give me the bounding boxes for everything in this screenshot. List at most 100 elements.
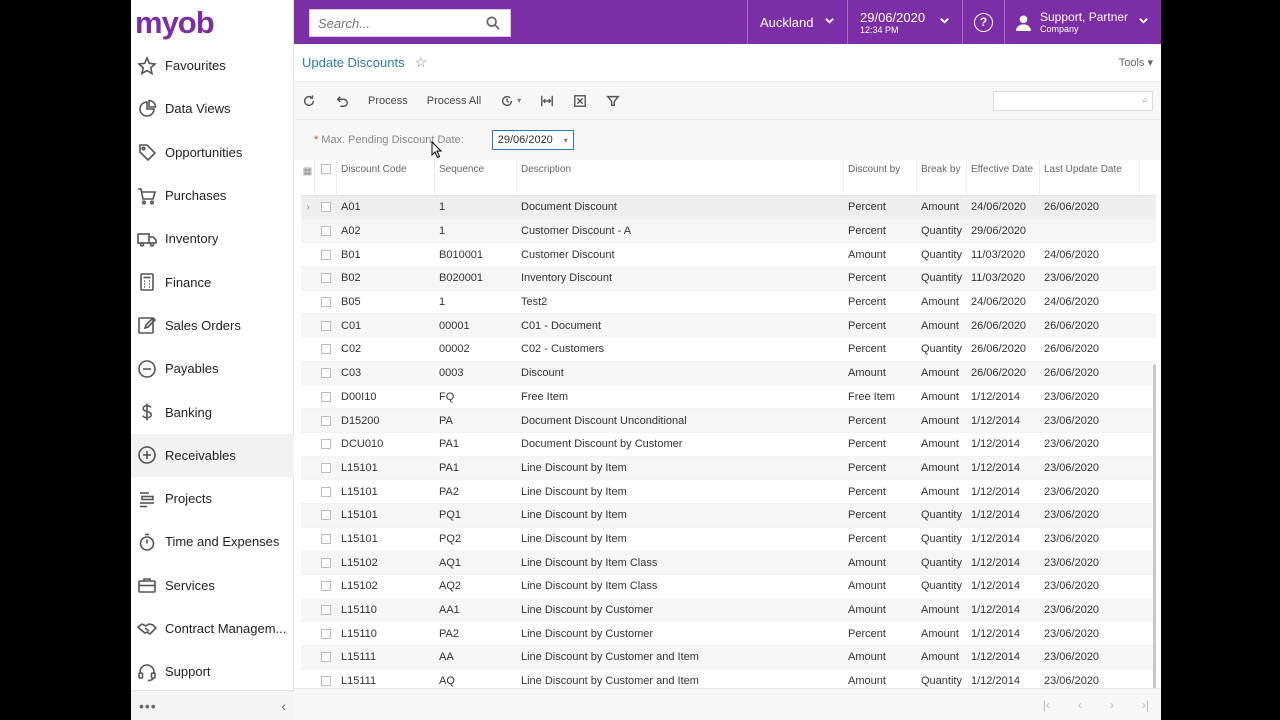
refresh-button[interactable] [302, 94, 316, 108]
schedule-button[interactable]: ▾ [500, 94, 521, 108]
column-header-effective-date[interactable]: Effective Date [967, 160, 1040, 195]
row-checkbox[interactable] [315, 297, 337, 308]
grid-search-input[interactable]: ⌕ [993, 90, 1153, 111]
collapse-sidebar-icon[interactable]: ‹ [281, 697, 286, 714]
table-row[interactable]: D15200 PA Document Discount Unconditional P… [301, 409, 1156, 433]
row-checkbox[interactable] [315, 652, 337, 663]
sidebar-item-support[interactable]: Support [131, 650, 294, 693]
sidebar-item-finance[interactable]: Finance [131, 260, 294, 303]
table-row[interactable]: L15111 AA Line Discount by Customer and It… [301, 646, 1156, 670]
cell-description: Line Discount by Customer and Item [521, 675, 699, 688]
max-pending-date-field[interactable]: 29/06/2020 ▾ [491, 130, 574, 150]
sidebar-item-purchases[interactable]: Purchases [131, 174, 294, 217]
last-page-icon[interactable]: ›| [1141, 697, 1149, 712]
table-row[interactable]: L15101 PA2 Line Discount by Item Percent Amo… [301, 480, 1156, 504]
table-row[interactable]: A02 1 Customer Discount - A Percent Quantity… [301, 219, 1156, 244]
table-row[interactable]: L15101 PQ1 Line Discount by Item Percent Qua… [301, 503, 1156, 528]
sidebar-item-inventory[interactable]: Inventory [131, 217, 294, 260]
sidebar-item-data-views[interactable]: Data Views [131, 87, 294, 130]
row-checkbox[interactable] [315, 676, 337, 687]
sidebar-item-favourites[interactable]: Favourites [131, 44, 294, 87]
row-checkbox[interactable] [315, 462, 337, 473]
row-checkbox[interactable] [315, 415, 337, 426]
table-row[interactable]: C03 0003 Discount Amount Amount 26/06/2020 26/… [301, 361, 1156, 386]
row-checkbox[interactable] [315, 581, 337, 592]
search-icon[interactable] [486, 16, 500, 30]
cell-effective-date: 11/03/2020 [971, 248, 1026, 261]
filter-button[interactable] [606, 94, 620, 108]
sidebar-item-contract-managem[interactable]: Contract Managem... [131, 607, 294, 650]
table-row[interactable]: L15101 PQ2 Line Discount by Item Percent Qua… [301, 528, 1156, 552]
table-row[interactable]: L15102 AQ1 Line Discount by Item Class Amou… [301, 551, 1156, 575]
tools-menu[interactable]: Tools ▾ [1118, 57, 1153, 69]
sidebar-item-sales-orders[interactable]: Sales Orders [131, 304, 294, 347]
date-selector[interactable]: 29/06/2020 12:34 PM [847, 0, 962, 44]
table-row[interactable]: B01 B010001 Customer Discount Amount Quantit… [301, 243, 1156, 268]
user-menu[interactable]: Support, Partner Company [1004, 0, 1161, 44]
column-header-description[interactable]: Description [517, 160, 844, 195]
sidebar-item-banking[interactable]: Banking [131, 390, 294, 433]
cell-description: Inventory Discount [521, 272, 613, 285]
table-row[interactable]: › A01 1 Document Discount Percent Amount 24/06… [301, 196, 1156, 220]
column-header-last-update-date[interactable]: Last Update Date [1040, 160, 1140, 195]
undo-button[interactable] [335, 94, 349, 108]
table-row[interactable]: L15111 AQ Line Discount by Customer and It… [301, 670, 1156, 688]
row-checkbox[interactable] [315, 391, 337, 402]
fit-columns-button[interactable] [540, 94, 554, 108]
cell-last-update-date: 23/06/2020 [1044, 604, 1100, 617]
first-page-icon[interactable]: |‹ [1042, 697, 1050, 712]
column-header-sequence[interactable]: Sequence [435, 160, 517, 195]
column-header-break-by[interactable]: Break by [917, 160, 967, 195]
export-excel-button[interactable] [573, 94, 587, 108]
sidebar-item-receivables[interactable]: Receivables [131, 433, 294, 477]
table-row[interactable]: B02 B020001 Inventory Discount Percent Quant… [301, 267, 1156, 291]
search-input[interactable] [318, 15, 486, 31]
table-row[interactable]: DCU010 PA1 Document Discount by Customer Pe… [301, 433, 1156, 457]
row-selector-header-icon[interactable]: ▦ [301, 160, 315, 195]
row-checkbox[interactable] [315, 368, 337, 379]
favourite-star-icon[interactable]: ☆ [414, 54, 428, 70]
table-row[interactable]: L15101 PA1 Line Discount by Item Percent Amo… [301, 456, 1156, 481]
scrollbar-thumb[interactable] [1153, 364, 1156, 688]
prev-page-icon[interactable]: ‹ [1077, 697, 1082, 712]
row-checkbox[interactable] [315, 320, 337, 331]
row-checkbox[interactable] [315, 557, 337, 568]
table-row[interactable]: C01 00001 C01 - Document Percent Amount 26/06… [301, 314, 1156, 339]
cell-sequence: PA [439, 414, 453, 427]
table-row[interactable]: C02 00002 C02 - Customers Percent Quantity 26… [301, 338, 1156, 362]
row-checkbox[interactable] [315, 510, 337, 521]
sidebar-item-payables[interactable]: Payables [131, 347, 294, 390]
row-checkbox[interactable] [315, 344, 337, 355]
table-row[interactable]: L15110 PA2 Line Discount by Customer Percen… [301, 622, 1156, 647]
next-page-icon[interactable]: › [1109, 697, 1114, 712]
row-checkbox[interactable] [315, 605, 337, 616]
cell-break-by: Quantity [921, 225, 962, 238]
select-all-checkbox[interactable] [315, 160, 337, 195]
table-row[interactable]: D00I10 FQ Free Item Free Item Amount 1/12/201… [301, 386, 1156, 410]
location-selector[interactable]: Auckland [747, 0, 847, 44]
column-header-discount-by[interactable]: Discount by [844, 160, 917, 195]
row-checkbox[interactable] [315, 486, 337, 497]
table-row[interactable]: B05 1 Test2 Percent Amount 24/06/2020 24/06/20… [301, 291, 1156, 315]
table-row[interactable]: L15110 AA1 Line Discount by Customer Amount… [301, 598, 1156, 623]
column-header-discount-code[interactable]: Discount Code [337, 160, 435, 195]
vertical-scrollbar[interactable] [1152, 200, 1156, 688]
sidebar-item-projects[interactable]: Projects [131, 477, 294, 520]
row-checkbox[interactable] [315, 202, 337, 213]
row-checkbox[interactable] [315, 273, 337, 284]
more-menu-icon[interactable]: ••• [139, 697, 157, 714]
process-button[interactable]: Process [368, 94, 408, 107]
row-checkbox[interactable] [315, 226, 337, 237]
row-checkbox[interactable] [315, 533, 337, 544]
help-button[interactable]: ? [962, 0, 1004, 44]
row-checkbox[interactable] [315, 439, 337, 450]
row-checkbox[interactable] [315, 628, 337, 639]
cell-break-by: Amount [921, 390, 959, 403]
sidebar-item-time-and-expenses[interactable]: Time and Expenses [131, 520, 294, 563]
process-all-button[interactable]: Process All [426, 94, 482, 107]
sidebar-item-services[interactable]: Services [131, 564, 294, 607]
sidebar-item-opportunities[interactable]: Opportunities [131, 131, 294, 174]
myob-logo[interactable]: myob [135, 4, 215, 40]
table-row[interactable]: L15102 AQ2 Line Discount by Item Class Amou… [301, 575, 1156, 599]
row-checkbox[interactable] [315, 249, 337, 260]
